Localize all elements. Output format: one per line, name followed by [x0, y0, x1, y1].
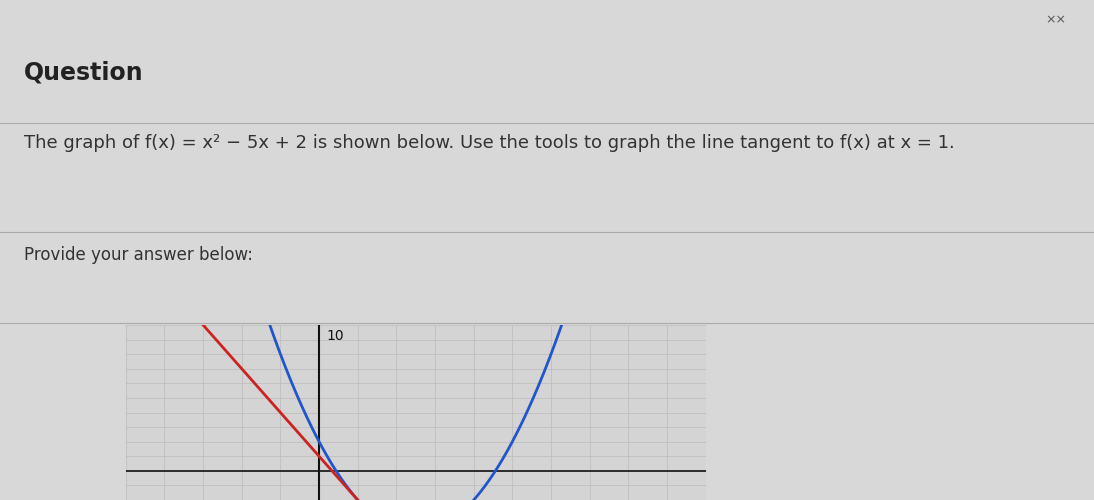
Text: ××: ×× [1046, 14, 1067, 26]
Text: Question: Question [24, 60, 143, 84]
Text: The graph of f(x) = x² − 5x + 2 is shown below. Use the tools to graph the line : The graph of f(x) = x² − 5x + 2 is shown… [24, 134, 955, 152]
Text: Provide your answer below:: Provide your answer below: [24, 246, 253, 264]
Text: 10: 10 [326, 330, 344, 344]
